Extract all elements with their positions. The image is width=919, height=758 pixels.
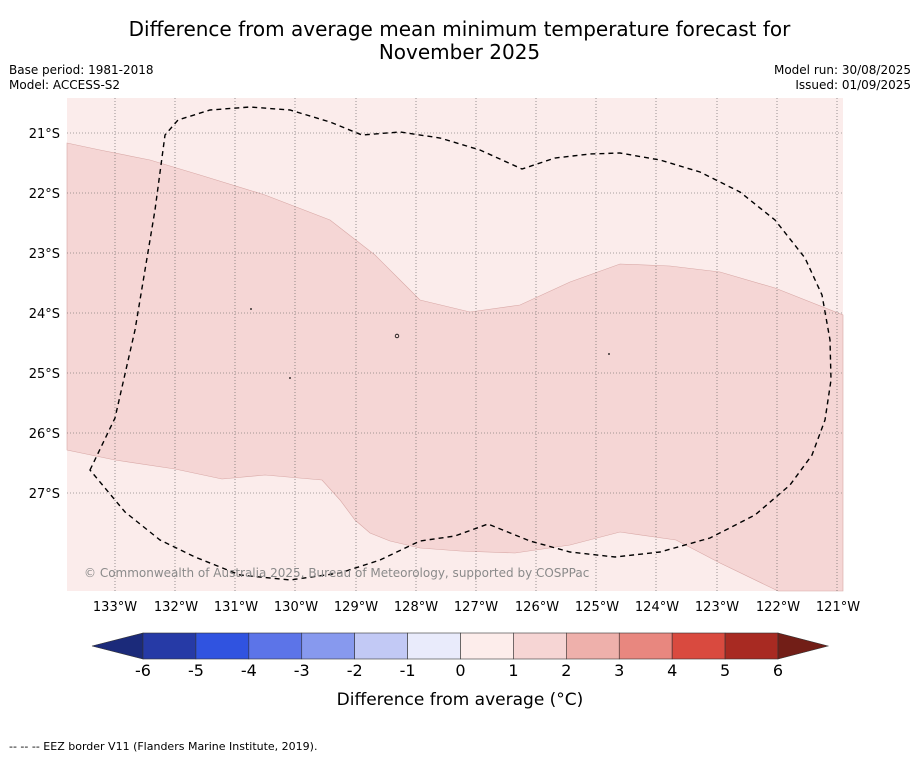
colorbar-cell <box>407 632 461 660</box>
colorbar-tick-label: -6 <box>135 661 151 680</box>
longitude-labels: 133°W 132°W 131°W 130°W 129°W 128°W 127°… <box>93 600 860 615</box>
eez-border <box>89 106 832 581</box>
lat-label: 27°S <box>29 487 60 502</box>
islands <box>250 308 610 379</box>
island-dot <box>394 333 400 339</box>
lon-label: 125°W <box>575 600 619 615</box>
island-dot <box>608 353 610 355</box>
lon-label: 127°W <box>454 600 498 615</box>
colorbar: -6 -5 -4 -3 -2 -1 0 1 2 3 4 5 6 <box>91 632 830 680</box>
colorbar-tick-label: -1 <box>400 661 416 680</box>
lon-label: 128°W <box>394 600 438 615</box>
colorbar-tick-label: -3 <box>294 661 310 680</box>
colorbar-cell <box>301 632 355 660</box>
lon-label: 131°W <box>214 600 258 615</box>
lat-label: 26°S <box>29 427 60 442</box>
colorbar-cell <box>618 632 673 660</box>
meta-right: Model run: 30/08/2025 Issued: 01/09/2025 <box>774 63 911 93</box>
island-dot <box>250 308 252 310</box>
lon-label: 126°W <box>515 600 559 615</box>
latitude-labels: 21°S 22°S 23°S 24°S 25°S 26°S 27°S <box>29 127 60 502</box>
lon-label: 123°W <box>695 600 739 615</box>
meta-left: Base period: 1981-2018 Model: ACCESS-S2 <box>9 63 154 93</box>
lat-label: 24°S <box>29 307 60 322</box>
colorbar-tick-label: 4 <box>667 661 677 680</box>
lon-label: 124°W <box>635 600 679 615</box>
colorbar-under-arrow <box>91 632 144 660</box>
lat-label: 22°S <box>29 187 60 202</box>
lat-label: 25°S <box>29 367 60 382</box>
title-line-1: Difference from average mean minimum tem… <box>128 17 791 41</box>
colorbar-cell <box>671 632 726 660</box>
base-period: Base period: 1981-2018 <box>9 63 154 77</box>
lat-label: 21°S <box>29 127 60 142</box>
colorbar-tick-label: 0 <box>455 661 465 680</box>
lon-label: 133°W <box>93 600 137 615</box>
colorbar-label: Difference from average (°C) <box>337 690 584 710</box>
colorbar-tick-label: 1 <box>508 661 518 680</box>
lon-label: 122°W <box>756 600 800 615</box>
island-dot <box>289 377 291 379</box>
colorbar-cell <box>248 632 303 660</box>
anomaly-region-1-2 <box>66 142 844 592</box>
model-name: Model: ACCESS-S2 <box>9 78 121 92</box>
colorbar-tick-label: -2 <box>347 661 363 680</box>
colorbar-tick-label: 6 <box>773 661 783 680</box>
colorbar-tick-label: -5 <box>188 661 204 680</box>
copyright-notice: © Commonwealth of Australia 2025, Bureau… <box>84 566 589 580</box>
colorbar-cell <box>460 632 514 660</box>
map-title: Difference from average mean minimum tem… <box>0 18 919 64</box>
model-run: Model run: 30/08/2025 <box>773 63 911 77</box>
colorbar-tick-label: 5 <box>720 661 730 680</box>
colorbar-cell <box>513 632 567 660</box>
lon-label: 130°W <box>274 600 318 615</box>
colorbar-cell <box>354 632 408 660</box>
lat-label: 23°S <box>29 247 60 262</box>
colorbar-cell <box>566 632 620 660</box>
lon-label: 132°W <box>154 600 198 615</box>
lon-label: 129°W <box>334 600 378 615</box>
colorbar-tick-label: 2 <box>561 661 571 680</box>
colorbar-tick-label: 3 <box>614 661 624 680</box>
colorbar-cell <box>142 632 197 660</box>
lon-label: 121°W <box>816 600 860 615</box>
eez-legend-note: -- -- -- EEZ border V11 (Flanders Marine… <box>9 740 318 753</box>
colorbar-tick-label: -4 <box>241 661 257 680</box>
grid-lines <box>67 98 843 591</box>
colorbar-over-arrow <box>777 632 830 660</box>
issued-date: Issued: 01/09/2025 <box>795 78 911 92</box>
colorbar-cell <box>724 632 779 660</box>
title-line-2: November 2025 <box>378 40 541 64</box>
colorbar-cell <box>195 632 250 660</box>
